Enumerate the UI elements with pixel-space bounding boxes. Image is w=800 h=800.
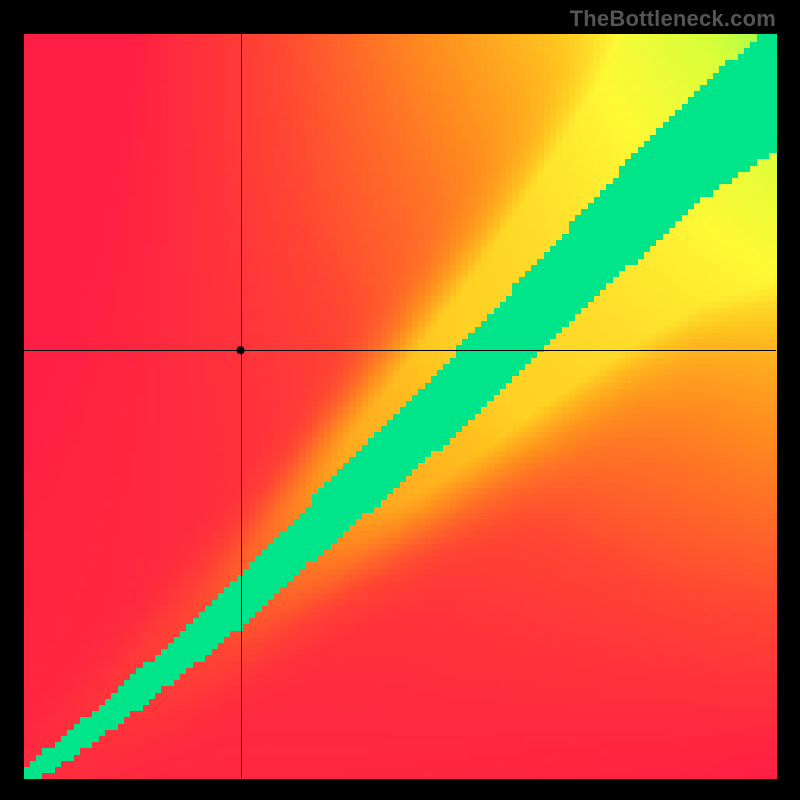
bottleneck-heatmap-canvas xyxy=(0,0,800,800)
watermark-text: TheBottleneck.com xyxy=(570,6,776,32)
chart-container: TheBottleneck.com xyxy=(0,0,800,800)
